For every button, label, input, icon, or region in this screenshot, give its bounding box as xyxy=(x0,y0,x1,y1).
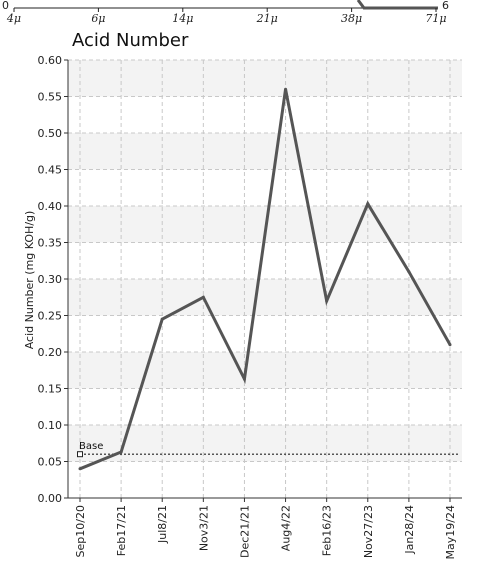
y-tick-label: 0.25 xyxy=(38,310,63,323)
y-tick-label: 0.20 xyxy=(38,346,63,359)
y-axis-label: Acid Number (mg KOH/g) xyxy=(23,211,36,350)
plot-band xyxy=(68,279,462,316)
y-tick-label: 0.30 xyxy=(38,273,63,286)
top-strip-tick-label: 21μ xyxy=(256,12,278,25)
top-strip-tick-label: 14μ xyxy=(172,12,193,25)
data-point xyxy=(284,87,288,91)
x-axis-ticks: Sep10/20 Feb17/21 Jul8/21 Nov3/21 Dec21/21 Au… xyxy=(74,498,457,559)
plot-band xyxy=(68,60,462,97)
y-axis-ticks: 0.00 0.05 0.10 0.15 0.20 0.25 0.30 0.35 0.40 0.45… xyxy=(38,54,68,505)
y-tick-label: 0.05 xyxy=(38,456,63,469)
x-tick-label: Feb16/23 xyxy=(321,505,334,556)
plot-band xyxy=(68,352,462,389)
y-tick-label: 0.45 xyxy=(38,164,63,177)
y-tick-label: 0.35 xyxy=(38,237,63,250)
y-tick-label: 0.15 xyxy=(38,383,63,396)
data-point xyxy=(242,377,246,381)
top-strip-y-right: 6 xyxy=(442,0,449,12)
top-strip-tick-label: 38μ xyxy=(341,12,362,25)
top-strip-chart: 0 6 4μ 6μ 14μ 21μ 38μ 71μ xyxy=(2,0,449,25)
series-group xyxy=(78,87,452,471)
y-tick-label: 0.50 xyxy=(38,127,63,140)
top-strip-tick-label: 6μ xyxy=(91,12,105,25)
y-tick-label: 0.55 xyxy=(38,91,63,104)
chart-title: Acid Number xyxy=(72,30,189,51)
y-tick-label: 0.60 xyxy=(38,54,63,67)
plot-band xyxy=(68,425,462,462)
top-strip-tick-label: 4μ xyxy=(6,12,21,25)
x-tick-label: Dec21/21 xyxy=(238,505,251,558)
data-point xyxy=(448,343,452,347)
data-point xyxy=(78,467,82,471)
baseline-marker xyxy=(77,451,83,458)
x-tick-label: Nov3/21 xyxy=(197,505,210,551)
top-strip-y-left: 0 xyxy=(2,0,9,12)
baseline-label: Base xyxy=(79,441,103,452)
data-point xyxy=(407,270,411,274)
x-tick-label: Jul8/21 xyxy=(156,505,169,544)
x-tick-label: Sep10/20 xyxy=(74,505,87,557)
data-point xyxy=(119,450,123,454)
data-point xyxy=(201,295,205,299)
top-strip-tick-label: 71μ xyxy=(425,12,446,25)
x-tick-label: May19/24 xyxy=(444,505,457,559)
data-point xyxy=(325,299,329,303)
y-tick-label: 0.10 xyxy=(38,419,63,432)
top-strip-series-line xyxy=(356,0,438,10)
y-tick-label: 0.40 xyxy=(38,200,63,213)
x-tick-label: Nov27/23 xyxy=(362,505,375,558)
data-point xyxy=(160,317,164,321)
series-line xyxy=(79,88,452,471)
plot-band xyxy=(68,133,462,170)
x-tick-label: Aug4/22 xyxy=(280,505,293,551)
y-tick-label: 0.00 xyxy=(38,492,63,505)
baseline: Base xyxy=(77,441,460,458)
top-strip-x-ticks: 4μ 6μ 14μ 21μ 38μ 71μ xyxy=(6,8,447,25)
data-point xyxy=(366,202,370,206)
x-tick-label: Feb17/21 xyxy=(115,505,128,556)
x-tick-label: Jan28/24 xyxy=(403,505,416,555)
